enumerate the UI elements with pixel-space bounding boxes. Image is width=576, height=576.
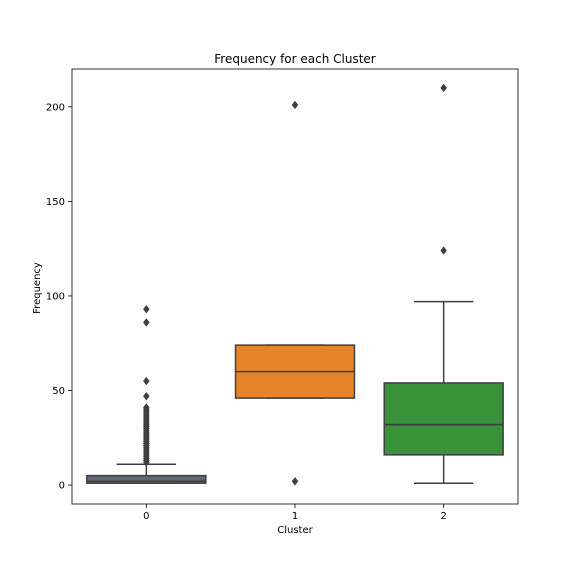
outlier-point <box>143 318 150 327</box>
box-iqr <box>383 382 504 456</box>
y-tick-label: 100 <box>46 291 65 302</box>
outlier-point <box>143 403 150 412</box>
y-tick-label: 150 <box>46 197 65 208</box>
chart-title: Frequency for each Cluster <box>214 52 376 66</box>
x-tick-label: 1 <box>292 511 298 522</box>
outlier-point <box>143 304 150 314</box>
y-tick-label: 0 <box>59 481 65 492</box>
x-tick-label: 2 <box>440 511 446 522</box>
outlier-point <box>143 376 150 386</box>
outlier-point <box>143 391 150 401</box>
box-cluster-0 <box>86 304 207 484</box>
outlier-point <box>440 83 447 93</box>
plot-area <box>86 83 504 486</box>
outlier-point <box>291 100 299 110</box>
x-tick-label: 0 <box>143 511 149 522</box>
outlier-point <box>291 476 299 486</box>
y-axis-label: Frequency <box>32 262 43 314</box>
x-axis-label: Cluster <box>277 525 313 536</box>
box-cluster-1 <box>234 100 356 486</box>
outlier-point <box>440 246 447 255</box>
box-cluster-2 <box>383 83 504 484</box>
box-iqr <box>86 474 207 484</box>
y-tick-label: 200 <box>46 102 65 113</box>
y-tick-label: 50 <box>52 386 65 397</box>
